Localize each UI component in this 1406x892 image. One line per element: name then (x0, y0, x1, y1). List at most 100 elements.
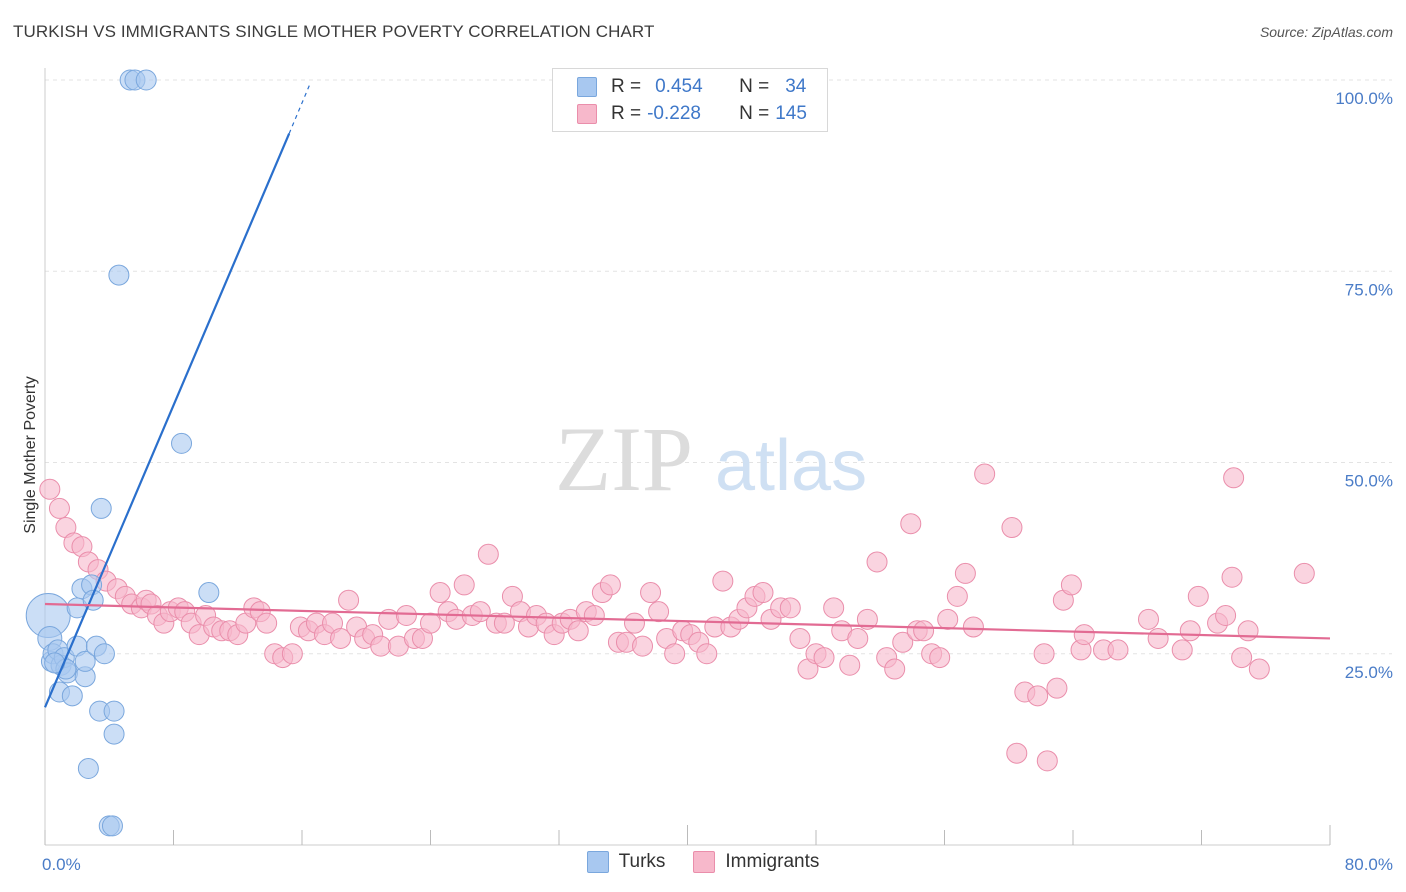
data-point-immigrants (856, 608, 878, 630)
data-point-immigrants (338, 589, 360, 611)
data-point-immigrants (567, 620, 589, 642)
legend-r-label: R = (611, 76, 642, 97)
legend-r-value: -0.228 (647, 103, 701, 124)
series-label-turks: Turks (618, 851, 666, 872)
data-point-immigrants (1046, 677, 1068, 699)
data-point-immigrants (892, 631, 914, 653)
trend-lines (43, 83, 1331, 708)
data-point-immigrants (493, 612, 515, 634)
data-point-immigrants (1137, 608, 1159, 630)
data-point-immigrants (370, 635, 392, 657)
data-point-immigrants (1027, 685, 1049, 707)
trend-line-turks (43, 133, 291, 708)
data-point-immigrants (1001, 517, 1023, 539)
data-point-immigrants (839, 654, 861, 676)
data-point-immigrants (429, 582, 451, 604)
data-point-immigrants (420, 612, 441, 634)
trend-line-immigrants (44, 602, 1331, 640)
data-point-immigrants (1215, 605, 1237, 626)
data-point-immigrants (929, 647, 951, 669)
y-tick-label: 25.0% (1345, 663, 1393, 682)
data-point-immigrants (900, 513, 922, 535)
y-tick-labels: 25.0% 50.0% 75.0% 100.0% (1335, 89, 1393, 682)
y-axis-label: Single Mother Poverty (22, 376, 39, 533)
data-point-turks (103, 723, 125, 745)
legend-row-immigrants: R = -0.228 N = 145 (577, 101, 807, 127)
axes (44, 68, 1331, 846)
data-point-immigrants (664, 643, 686, 665)
x-tick-label-max: 80.0% (1345, 855, 1393, 874)
gridlines (45, 79, 1392, 655)
x-tick-labels: 0.0% 80.0% (42, 855, 1393, 874)
data-point-turks (135, 69, 157, 91)
data-point-turks (171, 432, 193, 454)
data-point-immigrants (453, 574, 475, 596)
turks-points (25, 69, 220, 837)
data-point-immigrants (1147, 627, 1169, 649)
data-point-turks (108, 264, 130, 286)
data-point-immigrants (974, 463, 996, 485)
data-point-immigrants (1221, 566, 1243, 588)
data-point-immigrants (1107, 639, 1129, 661)
data-point-immigrants (395, 605, 417, 626)
data-point-immigrants (640, 582, 662, 604)
data-point-immigrants (256, 612, 278, 634)
data-point-immigrants (1187, 585, 1209, 607)
data-point-immigrants (823, 597, 845, 619)
data-point-immigrants (1179, 620, 1201, 642)
data-point-immigrants (648, 601, 670, 623)
legend-n-value: 145 (775, 103, 807, 124)
data-point-immigrants (866, 551, 888, 573)
data-point-immigrants (1033, 643, 1055, 665)
data-point-turks (198, 582, 220, 604)
data-point-immigrants (477, 543, 499, 565)
trend-line-turks-extension (288, 83, 311, 134)
data-point-immigrants (946, 585, 968, 607)
data-point-immigrants (779, 597, 801, 619)
data-point-immigrants (583, 605, 605, 626)
legend-n-label: N = (739, 76, 770, 97)
data-point-immigrants (712, 570, 734, 592)
legend-swatch-turks (577, 77, 597, 97)
data-point-immigrants (330, 627, 352, 649)
legend-n-label: N = (739, 103, 770, 124)
series-swatch-immigrants (693, 851, 716, 873)
correlation-legend: R = 0.454 N = 34 R = -0.228 N = 145 (552, 68, 828, 132)
data-point-turks (77, 758, 99, 779)
data-point-immigrants (752, 582, 774, 604)
data-point-immigrants (1231, 647, 1253, 669)
data-point-immigrants (1248, 658, 1270, 680)
data-point-immigrants (1006, 742, 1028, 764)
legend-n-value: 34 (785, 76, 807, 97)
y-tick-label: 100.0% (1335, 89, 1393, 108)
data-point-immigrants (1171, 639, 1193, 661)
data-point-immigrants (281, 643, 303, 665)
data-point-turks (74, 650, 96, 672)
watermark-atlas: atlas (715, 426, 867, 506)
data-point-immigrants (623, 612, 645, 634)
data-point-immigrants (599, 574, 621, 596)
y-tick-label: 75.0% (1345, 280, 1393, 299)
data-point-immigrants (789, 627, 811, 649)
data-point-immigrants (954, 562, 976, 584)
data-point-immigrants (847, 627, 869, 649)
data-point-immigrants (813, 647, 835, 669)
data-point-turks (101, 815, 123, 837)
data-point-turks (93, 643, 115, 665)
legend-row-turks: R = 0.454 N = 34 (577, 74, 806, 100)
data-point-immigrants (632, 635, 654, 657)
data-point-turks (61, 685, 83, 707)
series-swatch-turks (586, 851, 609, 873)
legend-r-label: R = (611, 103, 642, 124)
data-point-turks (103, 700, 125, 722)
data-point-immigrants (696, 643, 718, 665)
data-point-immigrants (1237, 620, 1259, 642)
data-point-immigrants (937, 608, 959, 630)
chart-title: TURKISH VS IMMIGRANTS SINGLE MOTHER POVE… (13, 22, 655, 41)
legend-swatch-immigrants (577, 104, 597, 124)
legend-r-value: 0.454 (655, 76, 703, 97)
data-point-immigrants (884, 658, 906, 680)
x-tick-label-min: 0.0% (42, 855, 81, 874)
data-point-immigrants (962, 616, 984, 638)
